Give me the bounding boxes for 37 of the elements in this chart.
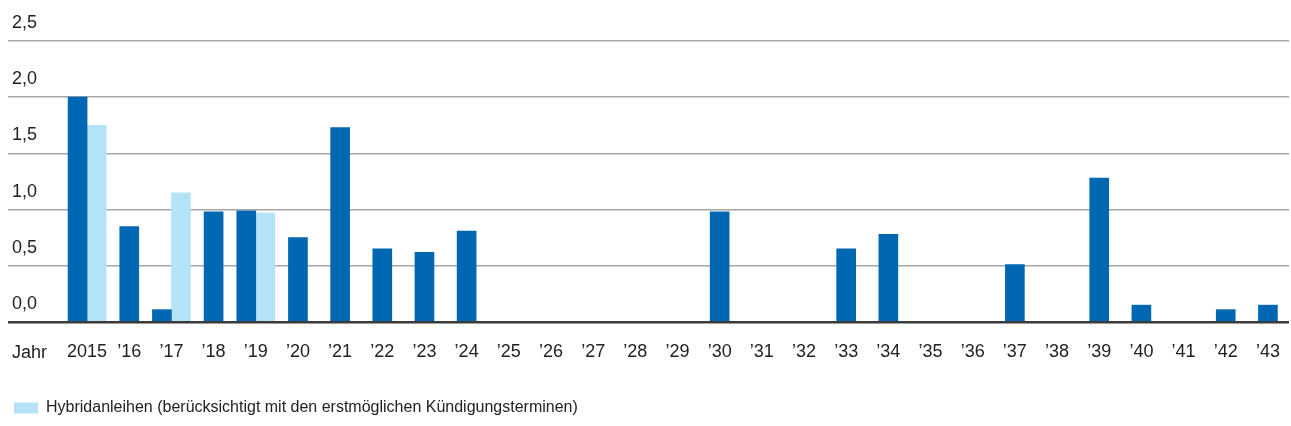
y-tick-label: 1,0 xyxy=(12,180,38,201)
x-tick-label: ’33 xyxy=(834,340,859,361)
x-tick-label: ’43 xyxy=(1255,340,1280,361)
x-tick-label: ’35 xyxy=(918,340,943,361)
x-tick-label: ’30 xyxy=(707,340,732,361)
x-tick-label: ’21 xyxy=(328,340,353,361)
x-tick-label: ’37 xyxy=(1002,340,1027,361)
y-tick-label: 2,0 xyxy=(12,68,38,89)
x-tick-label: ’34 xyxy=(876,340,901,361)
x-tick-label: ’32 xyxy=(792,340,817,361)
x-tick-label: ’16 xyxy=(117,340,142,361)
y-tick-label: 1,5 xyxy=(12,124,38,145)
legend-label: Hybridanleihen (berücksichtigt mit den erstmöglichen Kündigungsterminen) xyxy=(46,398,578,416)
x-tick-label: ’38 xyxy=(1045,340,1070,361)
y-tick-label: 2,5 xyxy=(12,11,38,32)
x-tick-label: ’41 xyxy=(1171,340,1196,361)
y-tick-label: 0,5 xyxy=(12,236,38,257)
x-tick-label: 2015 xyxy=(67,340,108,361)
x-tick-label: ’22 xyxy=(370,340,395,361)
x-tick-label: ’27 xyxy=(581,340,606,361)
x-tick-label: ’40 xyxy=(1129,340,1154,361)
x-tick-label: ’17 xyxy=(159,340,184,361)
x-tick-label: ’28 xyxy=(623,340,648,361)
x-tick-label: ’23 xyxy=(412,340,437,361)
x-tick-label: ’24 xyxy=(454,340,479,361)
x-tick-label: ’19 xyxy=(243,340,268,361)
x-tick-label: ’31 xyxy=(749,340,774,361)
x-axis-title: Jahr xyxy=(12,341,48,362)
x-tick-label: ’39 xyxy=(1087,340,1112,361)
x-tick-label: ’20 xyxy=(285,340,310,361)
x-tick-label: ’29 xyxy=(665,340,690,361)
x-tick-label: ’36 xyxy=(960,340,985,361)
x-tick-label: ’42 xyxy=(1213,340,1238,361)
y-tick-label: 0,0 xyxy=(12,292,38,313)
x-tick-label: ’26 xyxy=(538,340,563,361)
x-tick-label: ’18 xyxy=(201,340,226,361)
x-tick-label: ’25 xyxy=(496,340,521,361)
